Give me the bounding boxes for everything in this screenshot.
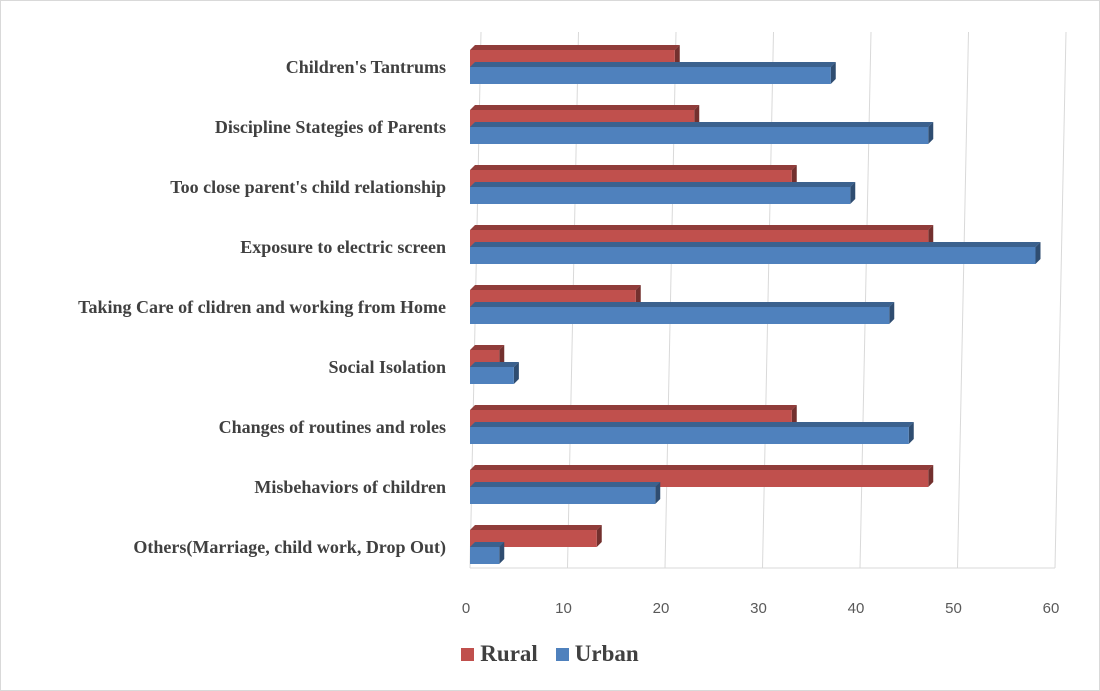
bar-top-face	[470, 165, 797, 170]
bar-top-face	[470, 285, 641, 290]
legend-swatch-rural	[461, 647, 475, 661]
x-tick-label: 20	[653, 600, 670, 617]
category-label: Changes of routines and roles	[219, 417, 446, 437]
bar-top-face	[470, 465, 934, 470]
bar-side-face	[791, 405, 797, 427]
bar-side-face	[513, 362, 519, 384]
category-label: Misbehaviors of children	[254, 477, 446, 497]
bar-urban	[470, 62, 836, 84]
x-axis-tick-labels: 0 10 20 30 40 50 60	[462, 600, 1060, 617]
bar-side-face	[928, 225, 934, 247]
legend-item-urban: Urban	[555, 641, 639, 667]
bar-side-face	[655, 482, 661, 504]
gridline	[859, 31, 872, 569]
x-tick-label: 10	[555, 600, 572, 617]
bar-side-face	[791, 165, 797, 187]
gridline	[957, 31, 969, 569]
category-labels: Children's Tantrums Discipline Stategies …	[78, 57, 446, 558]
bar-front-face	[470, 367, 514, 384]
bar-side-face	[674, 45, 680, 67]
x-tick-label: 50	[945, 600, 962, 617]
bars	[470, 45, 1041, 564]
bar-top-face	[470, 362, 519, 367]
bar-front-face	[470, 427, 909, 444]
bar-side-face	[908, 422, 914, 444]
bar-top-face	[470, 105, 700, 110]
gridline	[1054, 31, 1067, 569]
bar-top-face	[470, 45, 680, 50]
category-label: Children's Tantrums	[286, 57, 446, 77]
bar-top-face	[470, 542, 505, 547]
bar-side-face	[928, 122, 934, 144]
bar-urban	[470, 182, 856, 204]
bar-front-face	[470, 247, 1036, 264]
category-label: Others(Marriage, child work, Drop Out)	[133, 537, 446, 558]
x-tick-label: 30	[750, 600, 767, 617]
bar-urban	[470, 302, 895, 324]
bar-side-face	[499, 542, 505, 564]
x-tick-label: 60	[1043, 600, 1060, 617]
bar-front-face	[470, 187, 851, 204]
category-label: Exposure to electric screen	[240, 237, 446, 257]
bar-front-face	[470, 127, 929, 144]
bar-urban	[470, 542, 505, 564]
bar-side-face	[694, 105, 700, 127]
legend-item-rural: Rural	[461, 641, 538, 667]
legend: Rural Urban	[0, 641, 1100, 667]
bar-front-face	[470, 547, 500, 564]
bar-side-face	[830, 62, 836, 84]
bar-top-face	[470, 345, 505, 350]
bar-front-face	[470, 307, 890, 324]
bar-side-face	[889, 302, 895, 324]
legend-label-rural: Rural	[480, 641, 538, 666]
x-tick-label: 0	[462, 600, 470, 617]
bar-chart: Children's Tantrums Discipline Stategies …	[78, 31, 1067, 617]
bar-front-face	[470, 487, 656, 504]
bar-side-face	[635, 285, 641, 307]
bar-side-face	[928, 465, 934, 487]
bar-side-face	[596, 525, 602, 547]
category-label: Social Isolation	[328, 357, 446, 377]
bar-urban	[470, 362, 519, 384]
gridline	[762, 31, 774, 569]
bar-top-face	[470, 122, 934, 127]
bar-side-face	[499, 345, 505, 367]
bar-top-face	[470, 482, 661, 487]
bar-top-face	[470, 422, 914, 427]
bar-front-face	[470, 67, 831, 84]
bar-top-face	[470, 182, 856, 187]
bar-top-face	[470, 302, 895, 307]
category-label: Taking Care of clidren and working from …	[78, 297, 446, 317]
bar-top-face	[470, 242, 1041, 247]
category-label: Discipline Stategies of Parents	[215, 117, 446, 137]
legend-label-urban: Urban	[574, 641, 639, 666]
bar-urban	[470, 122, 934, 144]
bar-urban	[470, 242, 1041, 264]
bar-side-face	[850, 182, 856, 204]
bar-top-face	[470, 225, 934, 230]
bar-urban	[470, 482, 661, 504]
bar-top-face	[470, 525, 602, 530]
bar-side-face	[1035, 242, 1041, 264]
legend-swatch-urban	[555, 647, 569, 661]
category-label: Too close parent's child relationship	[170, 177, 446, 197]
bar-top-face	[470, 405, 797, 410]
x-tick-label: 40	[848, 600, 865, 617]
bar-urban	[470, 422, 914, 444]
bar-top-face	[470, 62, 836, 67]
